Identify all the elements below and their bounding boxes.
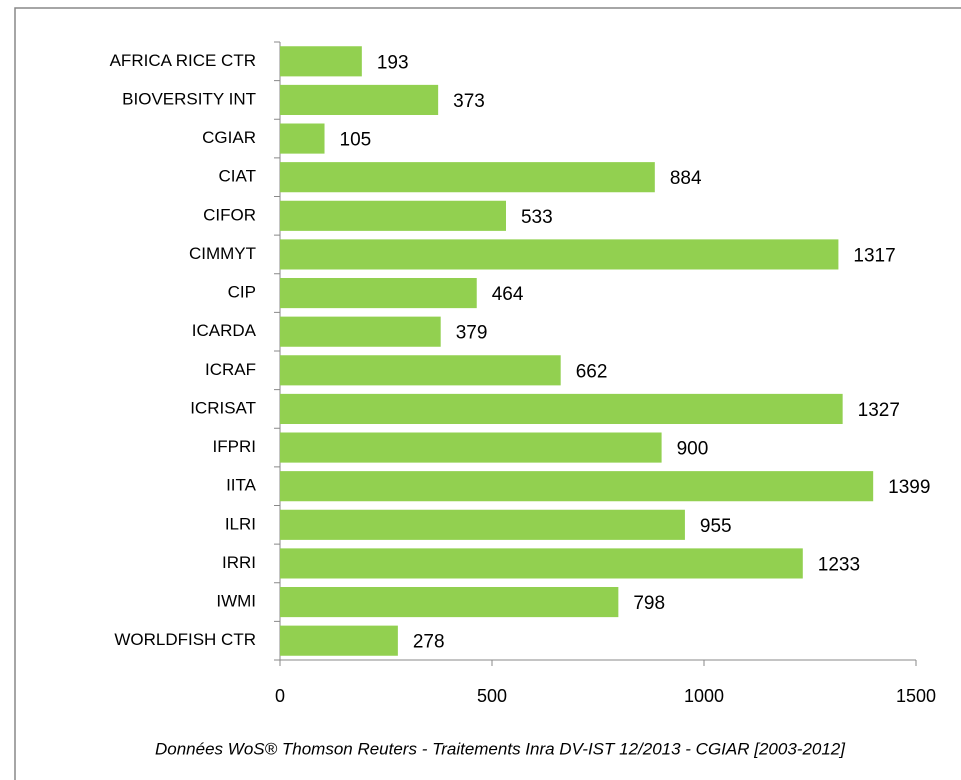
data-label: 379 (456, 323, 488, 344)
data-label: 105 (340, 130, 372, 151)
bar (280, 393, 843, 425)
bar (280, 46, 362, 77)
data-label: 193 (377, 52, 409, 73)
footer-note: Données WoS® Thomson Reuters - Traitemen… (155, 739, 846, 758)
bar (280, 277, 477, 309)
y-tick-label: IWMI (216, 592, 256, 611)
y-tick-label: CIAT (219, 167, 256, 186)
data-label: 1233 (818, 554, 860, 575)
data-label: 1399 (888, 477, 930, 498)
y-tick-label: ICRISAT (190, 398, 256, 417)
data-label: 662 (576, 361, 608, 382)
data-label: 884 (670, 168, 702, 189)
bar (280, 471, 874, 502)
x-tick-label: 1000 (684, 686, 724, 706)
bar (280, 355, 561, 386)
data-label: 955 (700, 516, 732, 537)
bar (280, 625, 398, 656)
bar (280, 509, 685, 540)
x-tick-label: 500 (477, 686, 507, 706)
bar (280, 316, 441, 347)
y-tick-label: CIP (228, 283, 256, 302)
bar (280, 84, 439, 116)
y-tick-label: BIOVERSITY INT (122, 89, 256, 108)
data-label: 464 (492, 284, 524, 305)
y-tick-label: CIFOR (203, 205, 256, 224)
y-tick-label: AFRICA RICE CTR (110, 51, 256, 70)
x-tick-label: 0 (275, 686, 285, 706)
data-label: 1327 (858, 400, 900, 421)
y-tick-label: IITA (226, 476, 257, 495)
y-tick-label: ILRI (225, 514, 256, 533)
y-tick-label: CGIAR (202, 128, 256, 147)
bar (280, 586, 619, 618)
bar (280, 162, 655, 193)
data-label: 900 (677, 439, 709, 460)
y-tick-label: ICRAF (205, 360, 256, 379)
data-label: 373 (453, 91, 485, 112)
bar (280, 200, 506, 231)
data-label: 278 (413, 632, 445, 653)
bar (280, 239, 839, 270)
x-tick-label: 1500 (896, 686, 936, 706)
y-tick-label: ICARDA (192, 321, 257, 340)
data-label: 1317 (853, 245, 895, 266)
bar (280, 432, 662, 463)
y-tick-label: CIMMYT (189, 244, 256, 263)
bar (280, 123, 325, 154)
bar (280, 548, 803, 579)
data-label: 798 (633, 593, 665, 614)
y-tick-label: IRRI (222, 553, 256, 572)
y-tick-label: IFPRI (213, 437, 256, 456)
y-tick-label: WORLDFISH CTR (114, 630, 256, 649)
data-label: 533 (521, 207, 553, 228)
